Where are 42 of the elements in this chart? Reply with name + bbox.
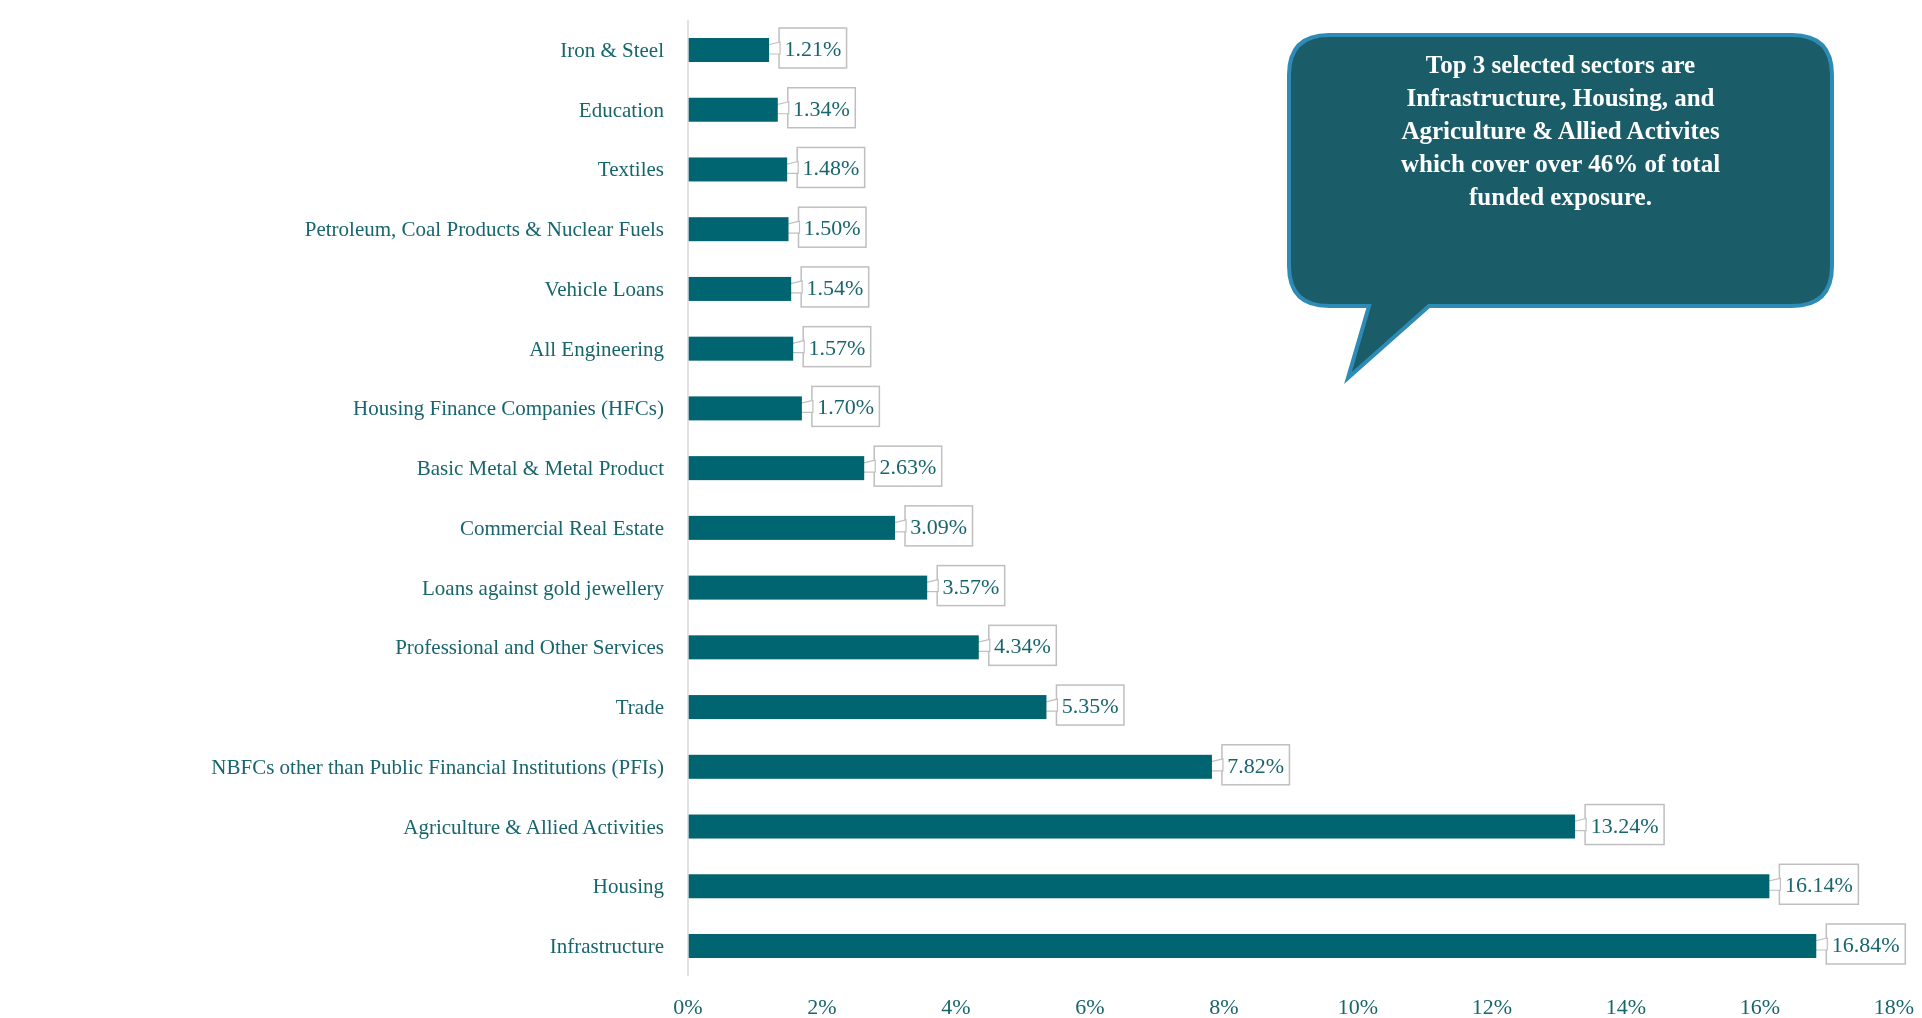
x-tick-label: 14%	[1605, 994, 1647, 1018]
y-tick-label: Loans against gold jewellery	[421, 575, 665, 600]
y-tick-label: Iron & Steel	[560, 38, 665, 62]
y-tick-label: Textiles	[597, 157, 664, 182]
data-label: 1.70%	[817, 394, 875, 420]
x-tick-label: 16%	[1739, 994, 1781, 1018]
data-label: 1.54%	[806, 274, 864, 300]
data-label: 3.57%	[942, 573, 1000, 599]
data-label: 16.14%	[1784, 872, 1853, 898]
y-tick-label: Trade	[615, 695, 664, 720]
data-label: 13.24%	[1590, 812, 1659, 838]
x-tick-label: 0%	[673, 994, 703, 1018]
data-label: 3.09%	[910, 513, 968, 539]
y-tick-label: Basic Metal & Metal Product	[416, 456, 665, 481]
data-label: 1.48%	[802, 155, 860, 181]
data-label: 16.84%	[1831, 932, 1900, 957]
data-label: 1.57%	[808, 334, 866, 360]
data-label: 1.50%	[803, 215, 861, 241]
y-tick-label: Agriculture & Allied Activities	[403, 814, 664, 839]
y-tick-label: All Engineering	[529, 336, 665, 361]
data-label: 1.21%	[784, 36, 842, 61]
data-label: 2.63%	[879, 454, 937, 480]
y-tick-label: Infrastructure	[549, 934, 664, 958]
x-tick-label: 18%	[1873, 994, 1915, 1018]
y-tick-label: Commercial Real Estate	[459, 515, 664, 540]
data-label: 1.34%	[793, 95, 850, 121]
x-tick-label: 12%	[1471, 994, 1513, 1018]
y-tick-label: Education	[578, 97, 665, 122]
x-tick-label: 8%	[1209, 994, 1239, 1018]
data-label: 5.35%	[1061, 693, 1119, 719]
y-tick-label: NBFCs other than Public Financial Institutions (PFIs)	[211, 754, 664, 779]
data-label: 7.82%	[1227, 752, 1285, 778]
x-tick-label: 6%	[1075, 994, 1105, 1018]
x-tick-label: 4%	[941, 994, 971, 1018]
y-tick-label: Housing	[592, 874, 665, 899]
y-tick-label: Vehicle Loans	[544, 276, 664, 301]
y-tick-label: Professional and Other Services	[395, 635, 664, 660]
y-tick-label: Petroleum, Coal Products & Nuclear Fuels	[304, 217, 664, 242]
data-label: 4.34%	[994, 633, 1051, 659]
y-tick-label: Housing Finance Companies (HFCs)	[353, 396, 664, 421]
x-tick-label: 10%	[1337, 994, 1379, 1018]
x-tick-label: 2%	[807, 994, 837, 1018]
